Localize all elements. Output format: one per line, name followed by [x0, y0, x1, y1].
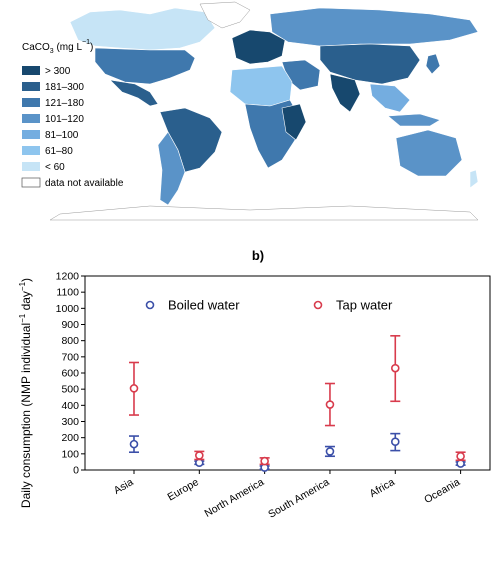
map-china [319, 43, 421, 85]
map-new-zealand [469, 169, 479, 189]
data-point [325, 400, 335, 409]
map-indonesia [387, 113, 441, 127]
data-point [325, 447, 335, 456]
y-tick-label: 400 [61, 400, 79, 412]
y-axis-label: Daily consumption (NMP individual−1 day−… [18, 278, 33, 508]
y-tick-label: 800 [61, 335, 79, 347]
data-point [260, 456, 269, 466]
legend-title: CaCO3 (mg L−1) [22, 39, 93, 55]
panel-label-b: b) [252, 248, 264, 263]
map-se-asia [369, 83, 411, 113]
data-point [390, 437, 400, 447]
map-canada [69, 7, 216, 51]
y-tick-label: 1200 [56, 271, 80, 283]
data-point [456, 451, 465, 461]
map-india [329, 73, 361, 113]
legend-label: 121–180 [45, 98, 84, 109]
legend-label: 61–80 [45, 146, 73, 157]
legend-label: > 300 [45, 66, 71, 77]
legend-swatch [22, 98, 40, 107]
map-russia [269, 7, 479, 47]
x-tick-label: Europe [165, 476, 200, 503]
data-point [129, 439, 139, 449]
map-usa [94, 47, 196, 85]
data-point [195, 451, 204, 460]
legend-swatch [22, 146, 40, 155]
y-tick-label: 100 [61, 448, 79, 460]
x-tick-label: South America [266, 476, 331, 521]
legend-swatch [22, 66, 40, 75]
y-axis-title: Daily consumption (NMP individual−1 day−… [18, 278, 33, 508]
y-tick-label: 700 [61, 351, 79, 363]
y-tick-label: 500 [61, 384, 79, 396]
series-legend: Boiled water Tap water [145, 298, 393, 313]
map-japan [425, 53, 441, 75]
x-tick-label: Oceania [422, 476, 462, 506]
y-tick-label: 0 [73, 465, 79, 477]
y-axis-ticks: 0 100 200 300 400 500 600 700 800 900 1000 1100 1200 [56, 271, 85, 477]
map-north-africa [229, 65, 293, 107]
map-mexico [109, 79, 159, 107]
map-antarctica [49, 205, 479, 221]
map-greenland [199, 1, 251, 29]
x-axis-ticks: Asia Europe North America South America Afri… [112, 470, 462, 521]
world-map: CaCO3 (mg L−1) > 300 181–300 121–180 101–120… [21, 1, 479, 221]
legend-swatch [22, 82, 40, 91]
data-point [390, 363, 400, 373]
legend-swatch [22, 114, 40, 123]
chart-marks [128, 335, 466, 472]
legend-label: data not available [45, 178, 124, 189]
x-tick-label: Africa [368, 476, 397, 500]
map-legend: CaCO3 (mg L−1) > 300 181–300 121–180 101–120… [21, 39, 124, 189]
legend-series-label: Tap water [336, 298, 393, 313]
legend-series-label: Boiled water [168, 298, 240, 313]
legend-swatch [21, 177, 41, 188]
legend-label: 81–100 [45, 130, 79, 141]
chart-panel: b) 0 100 200 300 400 500 600 700 800 900 1000 1100 1… [0, 238, 498, 558]
x-tick-label: North America [203, 476, 267, 520]
y-tick-label: 1000 [56, 303, 80, 315]
legend-label: < 60 [45, 162, 65, 173]
map-panel: CaCO3 (mg L−1) > 300 181–300 121–180 101–120… [0, 0, 498, 222]
y-tick-label: 200 [61, 432, 79, 444]
map-east-africa [281, 103, 307, 141]
legend-label: 181–300 [45, 82, 84, 93]
y-tick-label: 900 [61, 319, 79, 331]
data-point [129, 384, 139, 393]
x-tick-label: Asia [112, 476, 136, 497]
y-tick-label: 600 [61, 368, 79, 380]
consumption-chart: b) 0 100 200 300 400 500 600 700 800 900 1000 1100 1… [18, 248, 491, 521]
y-tick-label: 300 [61, 416, 79, 428]
map-australia [395, 129, 463, 177]
y-tick-label: 1100 [56, 287, 79, 299]
legend-marker [145, 300, 155, 310]
map-europe [231, 29, 286, 65]
legend-label: 101–120 [45, 114, 84, 125]
legend-swatch [22, 130, 40, 139]
legend-swatch [22, 162, 40, 171]
map-south-cone [157, 131, 186, 206]
legend-marker [313, 300, 323, 310]
map-continents [49, 1, 479, 221]
